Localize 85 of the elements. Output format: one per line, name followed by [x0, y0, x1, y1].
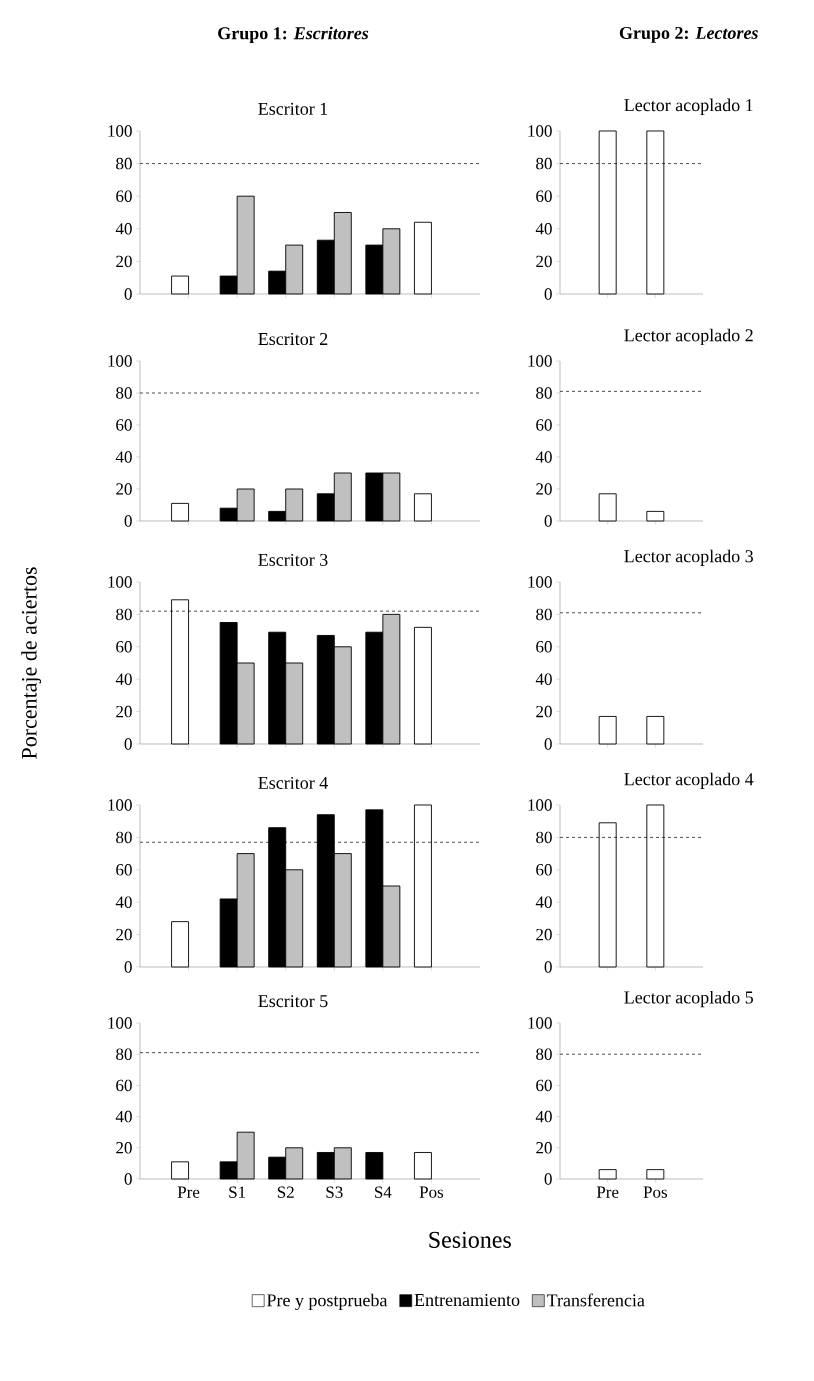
- y-tick-label: 60: [536, 190, 552, 202]
- chart-title: Lector acoplado 3: [624, 549, 753, 566]
- y-tick-label: 20: [536, 928, 552, 941]
- y-tick-label: 80: [536, 608, 552, 621]
- legend-label: Pre y postprueba: [267, 1293, 388, 1311]
- y-tick-label: 0: [544, 961, 552, 973]
- y-tick-label: 20: [536, 1142, 552, 1154]
- y-tick-label: 40: [535, 1110, 552, 1123]
- y-tick-label: 0: [544, 515, 552, 527]
- y-tick-label: 80: [116, 1048, 132, 1060]
- y-tick-label: 20: [116, 483, 132, 495]
- y-tick-label: 0: [124, 738, 132, 750]
- y-tick-label: 80: [536, 831, 552, 844]
- y-tick-label: 60: [536, 864, 552, 876]
- y-tick-label: 80: [536, 387, 552, 399]
- y-tick-label: 20: [536, 255, 552, 268]
- y-tick-label: 60: [116, 864, 132, 876]
- y-tick-label: 60: [536, 1079, 552, 1092]
- y-tick-label: 20: [116, 255, 132, 268]
- y-tick-label: 0: [124, 288, 132, 300]
- y-tick-label: 100: [108, 1017, 132, 1029]
- x-tick-label: Pos: [419, 1186, 444, 1198]
- y-tick-label: 80: [536, 157, 552, 170]
- y-tick-label: 40: [535, 451, 552, 463]
- x-tick-label: S1: [229, 1186, 246, 1198]
- chart-title: Lector acoplado 1: [624, 98, 753, 115]
- y-tick-label: 40: [115, 1110, 132, 1123]
- x-tick-label: Pre: [177, 1186, 200, 1198]
- y-tick-label: 0: [124, 961, 132, 973]
- y-tick-label: 40: [535, 223, 552, 235]
- y-tick-label: 100: [528, 355, 552, 367]
- y-tick-label: 80: [116, 387, 132, 399]
- y-tick-label: 100: [528, 1017, 552, 1029]
- y-tick-label: 100: [528, 125, 552, 137]
- y-tick-label: 100: [108, 355, 132, 367]
- y-tick-label: 0: [124, 1173, 132, 1185]
- y-tick-label: 20: [116, 1142, 132, 1154]
- text: Grupo 2: Lectores: [619, 26, 758, 43]
- y-tick-label: 60: [116, 419, 132, 431]
- chart-title: Lector acoplado 2: [624, 328, 753, 346]
- chart-title: Escritor 1: [258, 102, 328, 115]
- x-tick-label: Pos: [643, 1186, 668, 1198]
- y-tick-label: 60: [116, 1079, 132, 1092]
- x-tick-label: Pre: [596, 1186, 619, 1198]
- y-tick-label: 60: [116, 641, 132, 653]
- y-tick-label: 0: [544, 1173, 552, 1185]
- y-tick-label: 80: [116, 608, 132, 621]
- y-tick-label: 0: [544, 738, 552, 750]
- chart-title: Lector acoplado 4: [624, 772, 754, 789]
- x-axis-title: Sesiones: [429, 1231, 511, 1248]
- chart-title: Lector acoplado 5: [624, 990, 753, 1008]
- y-tick-label: 40: [115, 223, 132, 235]
- y-tick-label: 60: [536, 641, 552, 653]
- y-tick-label: 60: [536, 419, 552, 431]
- y-tick-label: 40: [535, 896, 552, 908]
- legend-label: Entrenamiento: [414, 1293, 520, 1307]
- y-tick-label: 20: [536, 483, 552, 495]
- text: Grupo 1: Escritores: [218, 26, 369, 43]
- x-tick-label: S2: [277, 1186, 294, 1198]
- y-axis-title: Porcentaje de aciertos: [21, 567, 42, 759]
- y-tick-label: 20: [536, 705, 552, 718]
- y-tick-label: 100: [528, 576, 552, 588]
- y-tick-label: 20: [116, 705, 132, 718]
- y-tick-label: 40: [115, 673, 132, 685]
- y-tick-label: 100: [108, 576, 132, 588]
- x-tick-label: S4: [375, 1186, 392, 1198]
- y-tick-label: 100: [528, 799, 552, 811]
- y-tick-label: 0: [544, 288, 552, 300]
- y-tick-label: 100: [108, 799, 132, 811]
- chart-title: Escritor 2: [258, 332, 328, 346]
- y-tick-label: 40: [535, 673, 552, 685]
- chart-title: Escritor 5: [258, 995, 328, 1008]
- legend-label: Transferencia: [546, 1293, 645, 1307]
- chart-title: Escritor 4: [258, 776, 328, 789]
- y-tick-label: 100: [108, 125, 132, 137]
- y-tick-label: 20: [116, 928, 132, 941]
- y-tick-label: 40: [115, 896, 132, 908]
- x-tick-label: S3: [326, 1186, 343, 1198]
- y-tick-label: 80: [536, 1048, 552, 1060]
- y-tick-label: 40: [115, 451, 132, 463]
- y-tick-label: 80: [116, 157, 132, 170]
- y-tick-label: 60: [116, 190, 132, 202]
- y-tick-label: 0: [124, 515, 132, 527]
- chart-title: Escritor 3: [258, 553, 328, 566]
- y-tick-label: 80: [116, 831, 132, 844]
